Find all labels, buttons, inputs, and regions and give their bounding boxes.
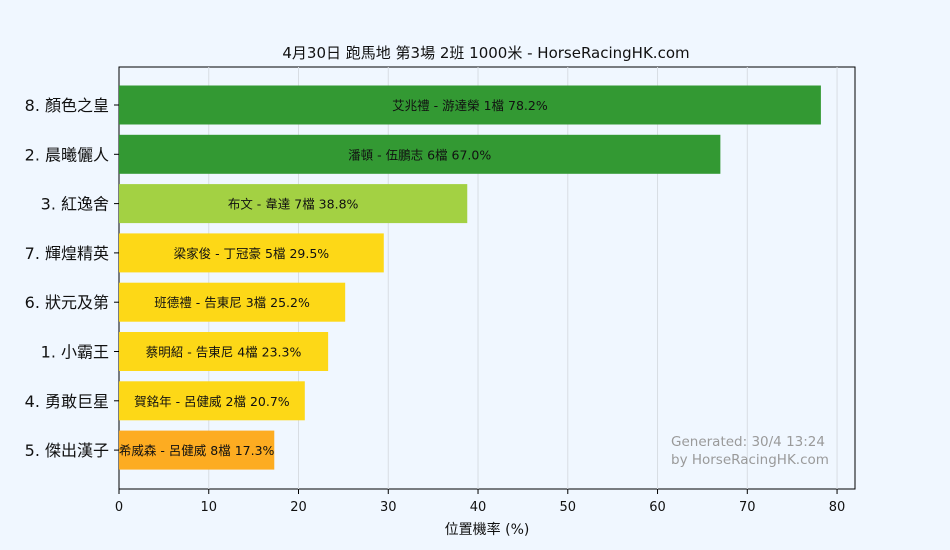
y-tick-label: 1. 小霸王	[41, 343, 109, 362]
x-axis-label: 位置機率 (%)	[445, 521, 530, 538]
x-tick-label: 70	[739, 500, 756, 515]
bar-label: 布文 - 韋達 7檔 38.8%	[228, 197, 359, 212]
bar	[119, 430, 275, 470]
y-tick-label: 4. 勇敢巨星	[25, 392, 109, 411]
bar	[119, 85, 821, 125]
bar-label: 賀銘年 - 呂健威 2檔 20.7%	[134, 394, 290, 409]
bar	[119, 381, 305, 421]
y-tick-label: 2. 晨曦儷人	[25, 145, 109, 164]
chart-title: 4月30日 跑馬地 第3場 2班 1000米 - HorseRacingHK.c…	[282, 44, 689, 62]
x-tick-label: 30	[380, 500, 397, 515]
bar	[119, 184, 468, 224]
x-tick-label: 50	[560, 500, 577, 515]
bar-label: 希威森 - 呂健威 8檔 17.3%	[119, 443, 275, 458]
bar	[119, 332, 329, 371]
bar-label: 蔡明紹 - 告東尼 4檔 23.3%	[146, 345, 302, 360]
x-axis: 0 10 20 30 40 50 60 70 80	[115, 489, 845, 515]
y-tick-label: 3. 紅逸舍	[41, 195, 109, 214]
watermark-line-2: by HorseRacingHK.com	[671, 452, 829, 468]
y-tick-label: 7. 輝煌精英	[25, 244, 109, 263]
x-tick-label: 60	[649, 500, 666, 515]
watermark-line-1: Generated: 30/4 13:24	[671, 434, 825, 450]
x-tick-label: 80	[829, 500, 846, 515]
y-tick-label: 8. 顏色之皇	[25, 96, 109, 115]
bar	[119, 233, 384, 273]
bar-label: 梁家俊 - 丁冠豪 5檔 29.5%	[174, 246, 330, 261]
x-tick-label: 20	[290, 500, 307, 515]
bar	[119, 134, 721, 174]
bar-label: 艾兆禮 - 游達榮 1檔 78.2%	[392, 98, 548, 113]
x-tick-label: 40	[470, 500, 487, 515]
x-tick-label: 0	[115, 500, 123, 515]
y-tick-label: 5. 傑出漢子	[25, 441, 109, 460]
y-tick-label: 6. 狀元及第	[25, 293, 109, 312]
plot-area	[118, 66, 856, 490]
x-tick-label: 10	[200, 500, 217, 515]
bar	[119, 282, 346, 322]
bar-label: 潘頓 - 伍鵬志 6檔 67.0%	[348, 147, 491, 162]
bar-label: 班德禮 - 告東尼 3檔 25.2%	[154, 295, 310, 310]
